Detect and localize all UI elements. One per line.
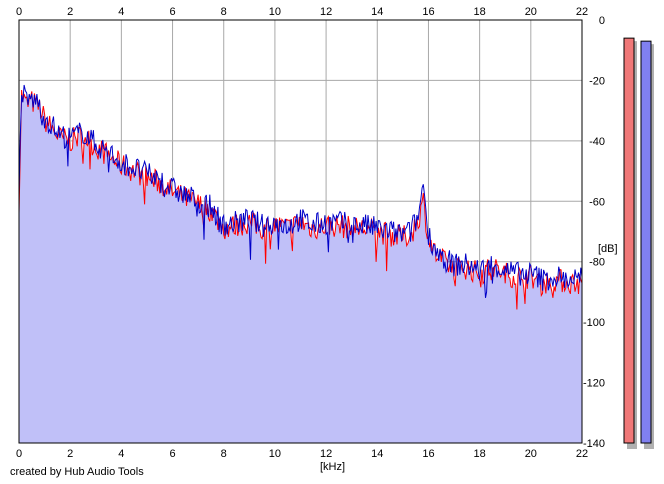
x-tick-label-top: 18 <box>474 6 486 18</box>
y-tick-label: 0 <box>599 15 605 27</box>
y-tick-label: -120 <box>583 378 605 390</box>
x-tick-label-bottom: 14 <box>371 448 383 460</box>
y-tick-label: -80 <box>589 257 605 269</box>
x-tick-label-bottom: 10 <box>269 448 281 460</box>
x-tick-label-top: 8 <box>221 6 227 18</box>
x-tick-label-bottom: 12 <box>320 448 332 460</box>
y-axis-label: [dB] <box>598 243 618 255</box>
x-tick-label-bottom: 22 <box>576 448 588 460</box>
x-tick-label-top: 20 <box>525 6 537 18</box>
plot-frame <box>18 19 583 444</box>
y-tick-label: -140 <box>583 438 605 450</box>
x-tick-label-top: 4 <box>118 6 124 18</box>
x-tick-label-top: 22 <box>576 6 588 18</box>
x-tick-label-bottom: 16 <box>422 448 434 460</box>
level-meters <box>623 37 654 450</box>
x-tick-label-top: 2 <box>67 6 73 18</box>
y-tick-label: -60 <box>589 196 605 208</box>
series-line-blue <box>18 84 583 298</box>
x-tick-label-top: 16 <box>422 6 434 18</box>
x-tick-label-bottom: 6 <box>169 448 175 460</box>
x-tick-label-bottom: 20 <box>525 448 537 460</box>
series-line-red <box>18 89 583 310</box>
x-tick-label-bottom: 8 <box>221 448 227 460</box>
y-tick-label: -20 <box>589 75 605 87</box>
credit-text: created by Hub Audio Tools <box>10 466 144 478</box>
y-ticks: 0 -20 -40 -60 -80 -100 -120 -140 <box>583 15 605 450</box>
level-meter-bar <box>623 37 635 444</box>
x-tick-label-top: 12 <box>320 6 332 18</box>
x-tick-label-top: 14 <box>371 6 383 18</box>
y-tick-label: -100 <box>583 317 605 329</box>
x-tick-label-bottom: 0 <box>16 448 22 460</box>
x-axis-label: [kHz] <box>320 461 345 473</box>
spectrum-area-fill <box>19 90 582 443</box>
x-ticks-top: 0 2 4 6 8 10 12 14 16 18 20 22 <box>16 6 588 18</box>
x-ticks-bottom: 0 2 4 6 8 10 12 14 16 18 20 22 <box>16 448 588 460</box>
x-tick-label-bottom: 4 <box>118 448 124 460</box>
x-tick-label-bottom: 18 <box>474 448 486 460</box>
x-tick-label-top: 10 <box>269 6 281 18</box>
x-tick-label-bottom: 2 <box>67 448 73 460</box>
x-tick-label-top: 6 <box>169 6 175 18</box>
x-tick-label-top: 0 <box>16 6 22 18</box>
y-tick-label: -40 <box>589 136 605 148</box>
level-meter-bar <box>640 40 652 444</box>
